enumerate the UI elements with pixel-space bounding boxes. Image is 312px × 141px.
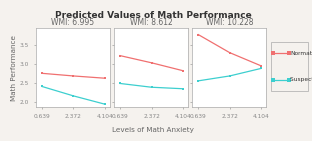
Text: Levels of Math Anxiety: Levels of Math Anxiety bbox=[112, 126, 194, 133]
Y-axis label: Math Performance: Math Performance bbox=[11, 35, 17, 101]
Title: WMI: 6.995: WMI: 6.995 bbox=[51, 18, 95, 27]
Text: Suspected Dyscalculic: Suspected Dyscalculic bbox=[290, 77, 312, 82]
Text: Normative: Normative bbox=[290, 51, 312, 56]
Title: WMI: 8.612: WMI: 8.612 bbox=[130, 18, 173, 27]
Title: WMI: 10.228: WMI: 10.228 bbox=[206, 18, 253, 27]
Text: Predicted Values of Math Performance: Predicted Values of Math Performance bbox=[55, 11, 251, 20]
